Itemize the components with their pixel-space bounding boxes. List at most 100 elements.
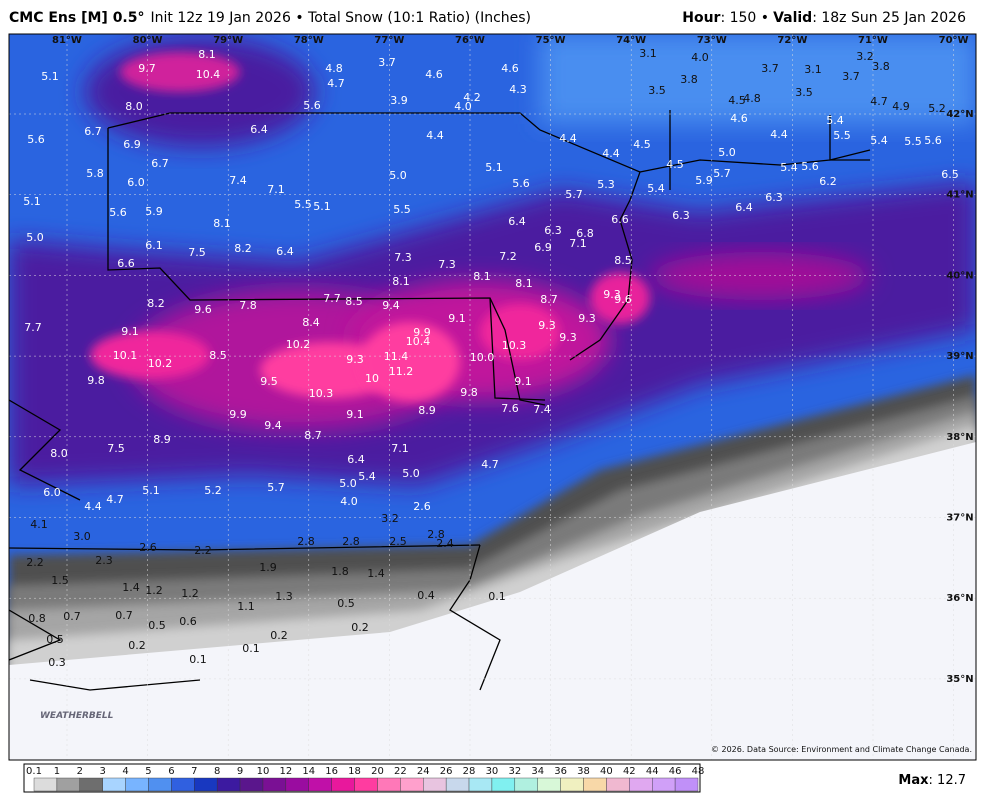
point-value: 2.8 [427,528,445,541]
graticule [9,34,976,760]
point-value: 1.8 [331,565,349,578]
longitude-label: 77°W [374,35,404,46]
colorbar-swatch [308,777,332,792]
colorbar-swatch [674,777,699,792]
colorbar-label: 16 [325,766,338,777]
colorbar-swatch [514,777,538,792]
point-value: 10.3 [309,387,334,400]
point-value: 4.4 [559,132,577,145]
point-value: 7.2 [499,250,517,263]
point-value: 8.1 [198,48,216,61]
colorbar-swatch [491,777,516,792]
point-value: 3.2 [381,512,399,525]
point-value: 5.9 [145,205,163,218]
point-value: 7.4 [533,403,551,416]
longitude-label: 76°W [455,35,485,46]
point-value: 9.8 [87,374,105,387]
colorbar-swatch [331,777,355,792]
point-value: 0.1 [488,590,506,603]
colorbar-swatch [468,777,493,792]
point-value: 4.7 [870,95,888,108]
point-value: 3.2 [856,50,874,63]
hour-label: Hour [682,10,720,26]
point-value: 11.4 [384,350,409,363]
point-value: 10.2 [148,357,173,370]
colorbar-swatch [285,777,309,792]
point-value: 6.0 [127,176,145,189]
point-value: 2.2 [26,556,44,569]
point-value: 9.3 [603,288,621,301]
point-value: 7.7 [24,321,42,334]
colorbar-swatch [262,777,287,792]
point-value: 1.2 [181,587,199,600]
point-value: 9.9 [413,326,431,339]
colorbar-swatch [194,777,218,792]
point-value: 9.1 [448,312,466,325]
colorbar-label: 10 [257,766,270,777]
point-value: 4.5 [633,138,651,151]
point-value: 4.8 [743,92,761,105]
point-value: 8.5 [614,254,632,267]
point-value: 5.5 [833,129,851,142]
map-frame [8,33,977,761]
point-value: 6.5 [941,168,959,181]
point-value: 5.4 [358,470,376,483]
colorbar-label: 34 [531,766,544,777]
colorbar-label: 24 [417,766,430,777]
point-value: 1.4 [367,567,385,580]
point-value: 9.1 [514,375,532,388]
latitude-label: 42°N [946,109,973,120]
map-field: WEATHERBELL [9,34,976,760]
longitude-label: 79°W [213,35,243,46]
point-value: 5.7 [565,188,583,201]
longitude-label: 73°W [697,35,727,46]
colorbar-label: 12 [279,766,292,777]
point-value: 5.6 [801,160,819,173]
point-value: 5.4 [870,134,888,147]
colorbar-swatch [606,777,630,792]
latitude-label: 40°N [946,270,973,281]
point-value: 6.3 [765,191,783,204]
point-value: 2.8 [297,535,315,548]
point-value: 8.9 [418,404,436,417]
point-value: 8.7 [304,429,322,442]
point-value: 4.0 [454,100,472,113]
coordinate-labels: 81°W 80°W 79°W 78°W 77°W 76°W 75°W 74°W 73°W 72°W… [52,35,974,685]
point-value: 6.4 [347,453,365,466]
latitude-label: 36°N [946,593,973,604]
point-value: 4.4 [84,500,102,513]
colorbar-label: 26 [440,766,453,777]
point-value: 1.1 [237,600,255,613]
colorbar-label: 6 [168,766,174,777]
point-value: 8.5 [209,349,227,362]
point-value: 5.6 [109,206,127,219]
colorbar-label: 28 [463,766,476,777]
colorbar-label: 8 [214,766,220,777]
latitude-label: 37°N [946,513,973,524]
latitude-label: 41°N [946,190,973,201]
point-value: 6.1 [145,239,163,252]
point-value: 3.0 [73,530,91,543]
colorbar-label: 5 [145,766,151,777]
point-value: 4.0 [691,51,709,64]
point-value: 8.1 [213,217,231,230]
point-value: 6.7 [84,125,102,138]
colorbar-label: 7 [191,766,197,777]
colorbar-label: 14 [302,766,315,777]
point-value: 3.8 [872,60,890,73]
point-value: 9.9 [229,408,247,421]
colorbar-swatch [171,777,195,792]
colorbar-swatch [354,777,378,792]
point-value: 7.1 [569,237,587,250]
point-value: 7.6 [501,402,519,415]
point-value: 8.1 [392,275,410,288]
point-value: 5.5 [393,203,411,216]
max-value: : 12.7 [929,773,966,788]
point-value: 8.2 [234,242,252,255]
point-value: 10.0 [470,351,495,364]
point-value: 2.3 [95,554,113,567]
point-value: 3.7 [842,70,860,83]
point-value: 9.3 [559,331,577,344]
colorbar-swatch [537,777,561,792]
point-value: 9.4 [382,299,400,312]
